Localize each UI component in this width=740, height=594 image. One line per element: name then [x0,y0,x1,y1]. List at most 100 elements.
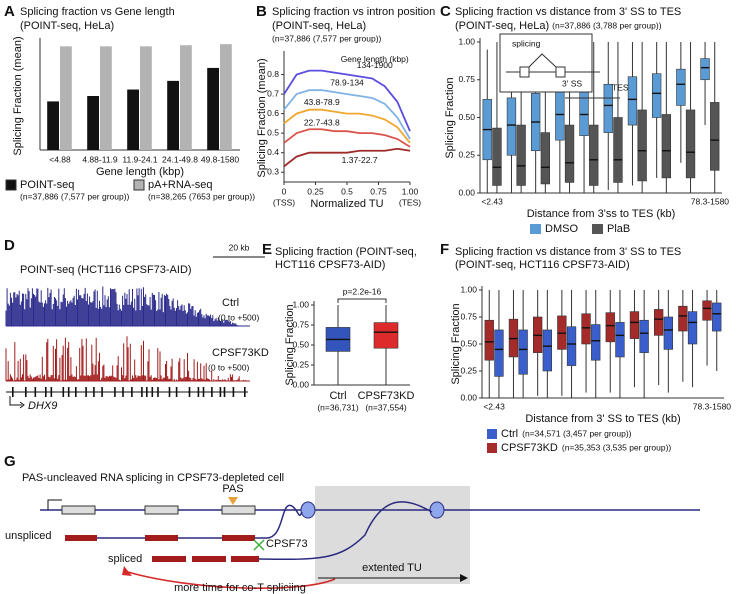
tss-arrow [9,396,22,406]
exon [61,505,96,515]
box [639,319,649,353]
y-axis-label: Splicing Fraction [444,77,456,158]
inset-exon [555,66,566,78]
box [373,322,399,349]
box [579,88,589,136]
series-line [283,147,411,168]
box [484,319,494,361]
x-tick-label: 24.1-49.8 [162,154,198,164]
x-tick-label: <2.43 [481,196,503,206]
y-tick-label: 0.4 [267,147,279,157]
series-label: 22.7-43.8 [304,118,340,128]
bar [60,46,72,150]
tracks [5,286,250,381]
series-line [283,108,411,144]
inset-label: 3' SS [562,78,582,88]
exon [223,387,226,397]
box [516,124,526,186]
exon [157,387,159,397]
x-axis-label: Distance from 3'ss to TES (kb) [527,208,676,220]
exon [244,387,246,397]
chart-note: (n=37,886 (3,788 per group)) [552,20,662,30]
bar [180,45,192,150]
x-tick-label: 0.5 [341,186,353,196]
exon [93,387,95,397]
legend-label: CPSF73KD [501,442,558,454]
extension-arrow-head [460,574,468,582]
legend-note: (n=37,886 (7,577 per group)) [20,191,130,201]
exon [114,387,116,397]
box [676,68,686,106]
coverage-track [5,336,250,381]
chart-title: Splicing fraction (POINT-seq, [275,246,417,258]
box [494,329,504,377]
chart-subtitle: (POINT-seq, HeLa) [272,20,366,32]
x-tick-label: <4.88 [49,154,71,164]
x-tick-label: 4.88-11.9 [82,154,118,164]
y-axis-label: Splicing Fraction (mean) [256,58,268,177]
inset-label: splicing [512,38,541,48]
inset-exon [519,66,530,78]
x-tick-label: 78.3-1580 [691,196,730,206]
exon [221,505,256,515]
exon [75,387,77,397]
x-tick-label: <2.43 [483,401,505,411]
polymerase [300,501,316,519]
legend-label: POINT-seq [20,179,74,191]
panel-label: E [262,241,272,258]
box [654,309,664,336]
chart-subtitle: (POINT-seq, HeLa) [20,20,114,32]
extension-region [315,486,470,584]
box [581,313,591,345]
legend-note: (n=34,571 (3,457 per group)) [522,428,632,438]
legend-note: (n=35,353 (3,535 per group)) [562,442,672,452]
tss-arrow [47,499,62,510]
y-tick-label: 0.75 [458,74,475,84]
panel-label: G [4,453,16,470]
box [506,97,517,156]
x-tick-label: CPSF73KD [358,390,415,402]
y-tick-label: 0.3 [267,166,279,176]
inset-frame [499,33,593,93]
exon [101,387,103,397]
series-label: 1.37-22.7 [342,155,378,165]
x-axis-label: Gene length (kbp) [96,166,184,178]
significance-label: p=2.2e-16 [343,286,382,296]
exon [67,387,70,397]
legend-title: Gene length (kbp) [341,54,409,64]
y-tick-label: 0.50 [292,339,309,349]
y-tick-label: 0.6 [267,108,279,118]
box [627,76,638,126]
legend-swatch [5,179,17,191]
y-axis-label: Splicing Fraction (mean) [12,36,24,155]
box [613,117,623,183]
box [615,322,625,358]
bar [100,46,112,150]
scale-bar-label: 20 kb [229,242,250,252]
box [678,305,688,332]
diagram-title: PAS-uncleaved RNA splicing in CPSF73-dep… [22,472,284,484]
spliced-label: spliced [108,553,142,565]
box [591,324,601,361]
pas-marker [228,497,238,505]
legend-label: pA+RNA-seq [148,179,213,191]
exon [50,387,53,397]
box [589,124,599,186]
exon [62,387,65,397]
box [637,109,647,182]
box [663,316,673,350]
exon [141,387,143,397]
exon [45,387,47,397]
rna-exon [192,556,226,562]
box [687,311,698,345]
x-tick-label: 11.9-24.1 [122,154,158,164]
series-line [283,89,411,140]
box [712,302,722,332]
note: more time for co-T spliciing [174,582,306,594]
legend-swatch [133,179,145,191]
bar [220,44,232,150]
extension-label: extented TU [362,562,422,574]
factor-label: CPSF73 [266,538,308,550]
box [564,124,575,183]
x-axis-label: Distance from 3' SS to TES (kb) [525,413,680,425]
